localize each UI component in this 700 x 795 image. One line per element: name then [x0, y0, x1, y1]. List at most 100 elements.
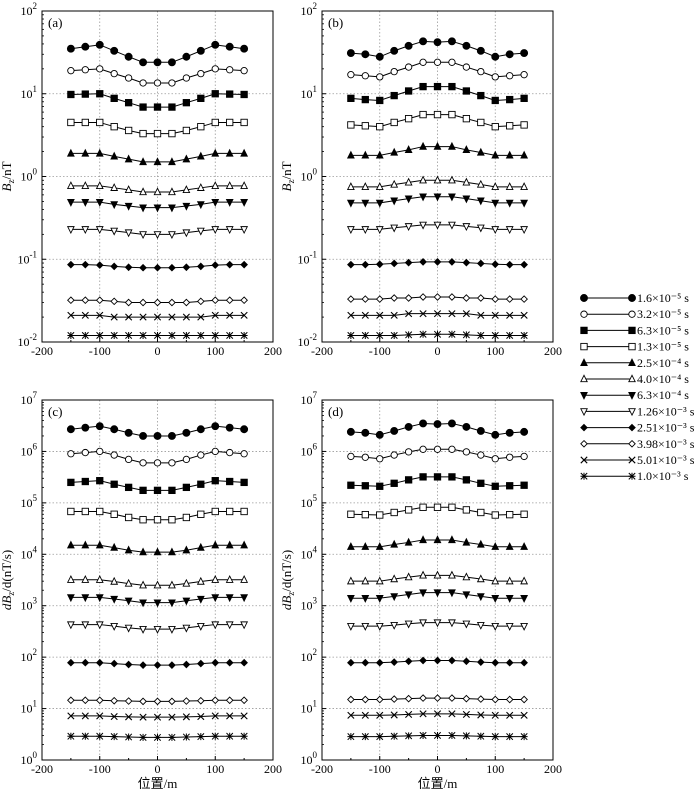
- y-tick-label: 102: [301, 1, 318, 18]
- y-tick-base: 10: [21, 393, 33, 407]
- data-point: [390, 147, 399, 156]
- data-point: [110, 576, 119, 585]
- data-point: [419, 535, 427, 544]
- data-point: [448, 445, 456, 453]
- series-5: [66, 540, 249, 556]
- data-point: [375, 623, 384, 631]
- data-point: [346, 427, 355, 436]
- data-point: [520, 49, 529, 58]
- data-point: [168, 733, 176, 741]
- data-point: [168, 516, 176, 524]
- data-point: [240, 90, 248, 99]
- data-point: [211, 712, 219, 720]
- data-point: [211, 540, 220, 549]
- data-point: [168, 157, 176, 166]
- data-point: [476, 658, 485, 666]
- data-point: [96, 65, 104, 73]
- data-point: [520, 695, 528, 704]
- y-axis-label-subscript: z: [6, 592, 16, 596]
- y-tick-base: 10: [21, 444, 33, 458]
- legend-label: 3.2×10⁻⁵ s: [637, 307, 689, 321]
- data-point: [81, 296, 90, 305]
- data-point: [226, 118, 234, 127]
- data-point: [182, 733, 190, 741]
- data-point: [361, 199, 370, 208]
- data-point: [462, 310, 470, 318]
- data-point: [211, 575, 220, 583]
- data-point: [67, 296, 75, 305]
- data-point: [197, 510, 205, 518]
- data-point: [477, 711, 485, 719]
- data-point: [491, 73, 499, 81]
- data-point: [433, 58, 442, 66]
- y-tick-base: 10: [21, 650, 33, 664]
- data-point: [153, 459, 162, 467]
- data-point: [476, 147, 485, 156]
- data-point: [433, 445, 442, 453]
- data-point: [506, 711, 514, 719]
- data-point: [196, 227, 205, 236]
- data-point: [153, 313, 162, 321]
- data-point: [67, 696, 75, 705]
- data-point: [477, 331, 485, 340]
- data-point: [211, 261, 220, 269]
- y-tick-base: 10: [21, 496, 33, 510]
- data-point: [240, 478, 248, 487]
- y-tick-base: 10: [301, 753, 313, 767]
- data-point: [110, 696, 119, 705]
- data-point: [197, 123, 205, 131]
- data-point: [153, 129, 162, 138]
- data-point: [376, 96, 384, 105]
- data-point: [197, 451, 205, 459]
- data-point: [462, 422, 471, 431]
- data-point: [240, 311, 248, 319]
- legend-marker: [580, 408, 588, 417]
- y-tick-exponent: 0: [33, 750, 38, 760]
- series-12: [347, 731, 528, 741]
- x-tick-label: -200: [311, 762, 333, 776]
- series-10: [347, 293, 528, 303]
- data-point: [448, 710, 456, 718]
- data-point: [211, 621, 220, 630]
- data-point: [462, 476, 471, 484]
- data-point: [506, 72, 514, 80]
- data-point: [375, 226, 384, 235]
- series-9: [67, 260, 248, 272]
- data-point: [419, 110, 427, 119]
- data-point: [462, 195, 471, 204]
- y-tick-exponent: 3: [33, 596, 38, 606]
- legend-label: 6.3×10⁻⁴ s: [637, 388, 689, 402]
- data-point: [390, 294, 399, 302]
- data-point: [404, 657, 413, 666]
- data-point: [81, 732, 89, 740]
- data-point: [66, 594, 75, 603]
- data-point: [347, 510, 355, 518]
- data-point: [448, 110, 456, 119]
- y-tick-base: 10: [301, 650, 313, 664]
- data-point: [361, 95, 369, 104]
- series-12: [67, 732, 248, 741]
- data-point: [491, 576, 500, 585]
- data-point: [197, 331, 205, 340]
- data-point: [167, 58, 176, 67]
- data-point: [462, 537, 471, 546]
- data-point: [196, 659, 205, 668]
- data-point: [67, 712, 75, 720]
- data-point: [390, 695, 399, 703]
- legend-label: 1.6×10⁻⁵ s: [637, 291, 689, 305]
- data-point: [153, 431, 162, 440]
- data-point: [462, 63, 471, 71]
- data-point: [182, 229, 191, 238]
- data-point: [404, 694, 413, 703]
- data-point: [211, 422, 220, 431]
- y-tick-base: 10: [301, 393, 313, 407]
- data-point: [211, 696, 220, 705]
- data-point: [390, 427, 399, 435]
- data-point: [448, 58, 456, 66]
- x-tick-label: -100: [369, 344, 391, 358]
- y-tick-exponent: 5: [33, 493, 38, 503]
- data-point: [168, 459, 176, 467]
- data-point: [81, 621, 90, 630]
- data-point: [139, 599, 147, 608]
